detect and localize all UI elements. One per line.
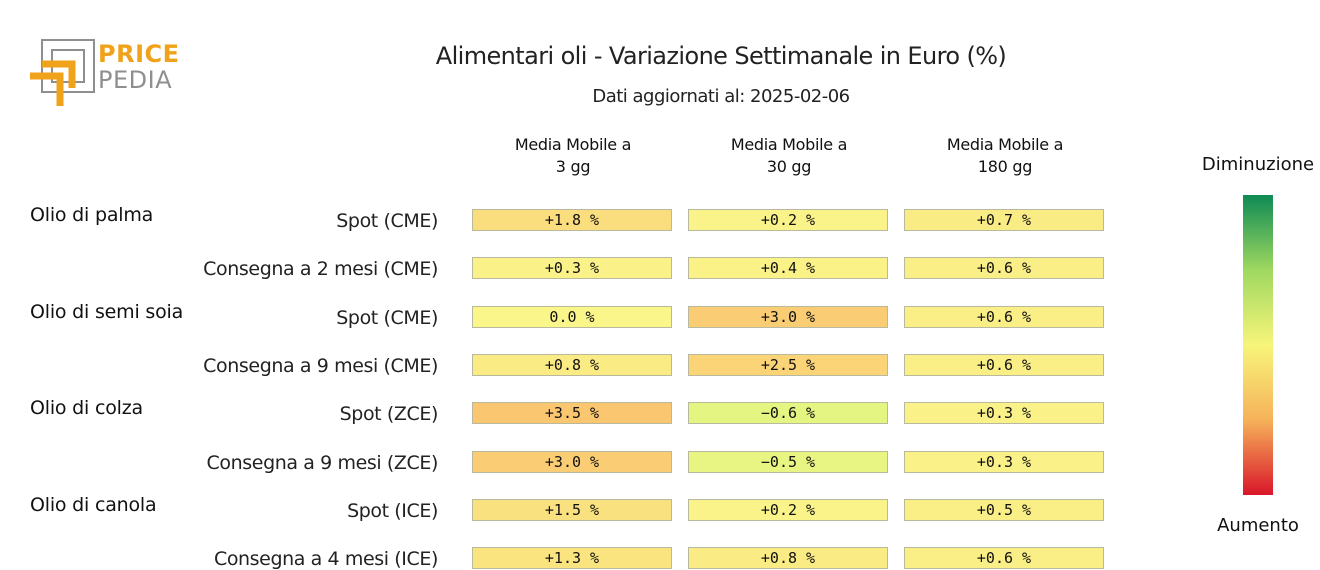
column-header-30gg: Media Mobile a 30 gg bbox=[688, 134, 890, 178]
legend-bottom-label: Aumento bbox=[1217, 515, 1299, 536]
chart-title: Alimentari oli - Variazione Settimanale … bbox=[435, 42, 1007, 70]
heatmap-cell: +0.8 % bbox=[472, 353, 672, 376]
logo-price-text: PRICE bbox=[98, 40, 180, 68]
row-label: Consegna a 4 mesi (ICE) bbox=[213, 548, 438, 570]
legend-top-label: Diminuzione bbox=[1201, 154, 1315, 175]
heatmap-cell: +1.8 % bbox=[472, 209, 672, 231]
row-label: Consegna a 9 mesi (CME) bbox=[203, 354, 438, 377]
heatmap-cell: +0.3 % bbox=[904, 450, 1104, 473]
heatmap-cell: +2.5 % bbox=[688, 353, 888, 376]
heatmap-cell: −0.6 % bbox=[688, 402, 888, 425]
heatmap-cell: +0.7 % bbox=[904, 209, 1104, 231]
row-label: Spot (ZCE) bbox=[339, 403, 439, 426]
pricepedia-logo: PRICE PEDIA bbox=[28, 36, 188, 110]
row-label: Consegna a 2 mesi (CME) bbox=[203, 258, 438, 281]
group-label-olio-di-palma: Olio di palma bbox=[30, 204, 154, 226]
group-label-olio-di-canola: Olio di canola bbox=[30, 493, 157, 516]
heatmap-cell: +0.3 % bbox=[904, 402, 1104, 425]
heatmap-cell: +1.5 % bbox=[472, 498, 672, 521]
column-header-180gg: Media Mobile a 180 gg bbox=[904, 134, 1106, 178]
row-label: Spot (CME) bbox=[336, 306, 438, 329]
heatmap-cell: +0.6 % bbox=[904, 257, 1104, 280]
color-scale-bar bbox=[1243, 195, 1273, 495]
column-header-line2: 3 gg bbox=[555, 157, 591, 176]
row-label: Spot (ICE) bbox=[347, 499, 438, 522]
heatmap-cell: +3.0 % bbox=[472, 450, 672, 473]
column-header-3gg: Media Mobile a 3 gg bbox=[472, 134, 674, 178]
column-header-line2: 30 gg bbox=[766, 157, 812, 176]
heatmap-cell: +3.0 % bbox=[688, 305, 888, 328]
heatmap-cell: −0.5 % bbox=[688, 450, 888, 473]
heatmap-cell: +0.2 % bbox=[688, 498, 888, 521]
column-header-line1: Media Mobile a bbox=[730, 135, 848, 154]
group-label-olio-di-semi-soia: Olio di semi soia bbox=[30, 300, 184, 323]
heatmap-cell: +0.6 % bbox=[904, 547, 1104, 570]
heatmap-cell: +0.3 % bbox=[472, 257, 672, 280]
column-header-line1: Media Mobile a bbox=[514, 135, 632, 154]
heatmap-cell: +1.3 % bbox=[472, 547, 672, 570]
column-header-line2: 180 gg bbox=[977, 157, 1033, 176]
heatmap-cell: 0.0 % bbox=[472, 305, 672, 328]
chart-subtitle: Dati aggiornati al: 2025-02-06 bbox=[592, 86, 850, 107]
heatmap-cell: +0.4 % bbox=[688, 257, 888, 280]
heatmap-cell: +3.5 % bbox=[472, 402, 672, 425]
heatmap-cell: +0.2 % bbox=[688, 209, 888, 231]
row-label: Consegna a 9 mesi (ZCE) bbox=[206, 451, 439, 474]
logo-mark-icon bbox=[30, 39, 95, 106]
row-label: Spot (CME) bbox=[336, 210, 438, 232]
heatmap-cell: +0.6 % bbox=[904, 305, 1104, 328]
logo-pedia-text: PEDIA bbox=[98, 66, 173, 94]
heatmap-cell: +0.5 % bbox=[904, 498, 1104, 521]
heatmap-cell: +0.8 % bbox=[688, 547, 888, 570]
heatmap-cell: +0.6 % bbox=[904, 353, 1104, 376]
column-header-line1: Media Mobile a bbox=[946, 135, 1064, 154]
group-label-olio-di-colza: Olio di colza bbox=[30, 397, 143, 420]
